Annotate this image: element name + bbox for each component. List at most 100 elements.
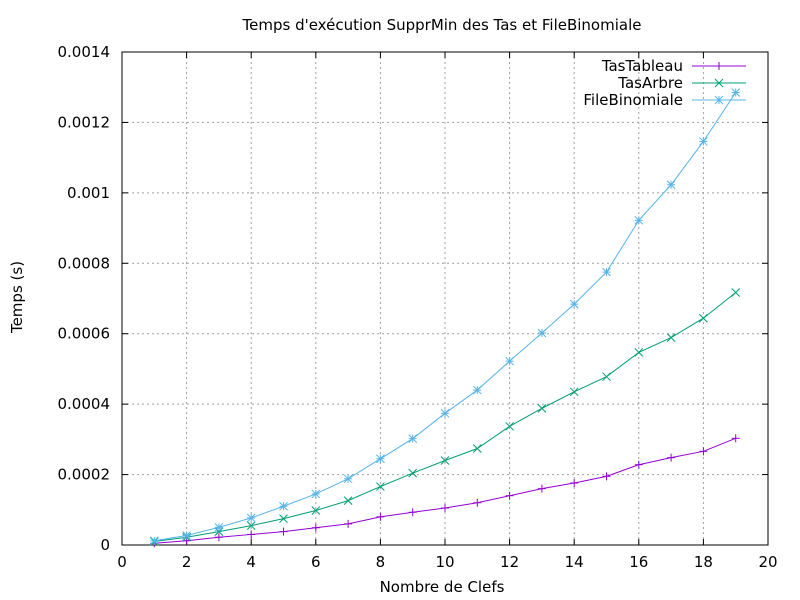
y-tick-label: 0.0014: [58, 43, 111, 61]
x-tick-label: 2: [182, 553, 192, 571]
data-point: [376, 482, 385, 491]
marker-stroke: [246, 521, 256, 530]
data-point: [634, 215, 644, 225]
marker-stroke: [569, 387, 579, 397]
grid: [122, 52, 768, 545]
data-point: [311, 523, 320, 532]
y-tick-label: 0.0002: [58, 466, 111, 484]
x-tick-label: 6: [311, 553, 321, 571]
data-point: [343, 496, 353, 505]
marker-stroke: [634, 215, 644, 225]
data-point: [537, 484, 546, 493]
marker-stroke: [343, 474, 353, 484]
data-point: [731, 88, 741, 97]
chart-title: Temps d'exécution SupprMin des Tas et Fi…: [242, 16, 642, 34]
x-axis-label: Nombre de Clefs: [380, 578, 505, 596]
y-tick-label: 0.0012: [58, 113, 111, 131]
legend-marker-filebinomiale: [714, 95, 724, 105]
series-tasarbre: [149, 288, 741, 546]
data-point: [214, 533, 223, 542]
data-point: [408, 468, 418, 478]
marker-stroke: [472, 385, 482, 395]
data-point: [214, 527, 224, 536]
data-point: [311, 489, 321, 499]
legend-marker-tastableau: [715, 62, 723, 70]
data-point: [666, 180, 676, 190]
marker-stroke: [376, 482, 385, 491]
marker-stroke: [343, 496, 353, 505]
data-point: [279, 527, 288, 536]
y-tick-label: 0.001: [67, 184, 110, 202]
data-point: [505, 421, 514, 431]
data-point: [634, 460, 643, 469]
data-point: [408, 434, 418, 444]
marker-stroke: [214, 527, 224, 536]
data-point: [569, 299, 579, 309]
x-tick-label: 10: [435, 553, 454, 571]
marker-stroke: [714, 78, 724, 88]
data-point: [311, 506, 321, 515]
y-tick-label: 0.0006: [58, 325, 111, 343]
legend-marker-tasarbre: [714, 78, 724, 88]
data-point: [182, 531, 191, 540]
data-point: [505, 356, 514, 366]
marker-stroke: [699, 313, 708, 323]
x-tick-label: 18: [694, 553, 713, 571]
marker-stroke: [440, 456, 450, 465]
data-point: [602, 372, 611, 382]
marker-stroke: [472, 444, 482, 453]
marker-stroke: [602, 372, 611, 382]
data-point: [634, 348, 644, 357]
ticks: 0 2 4 6 8 10 12 14 16 18 20 0 0.0002 0.0004 0.0006 0.00…: [58, 43, 778, 571]
data-point: [570, 479, 579, 488]
marker-stroke: [408, 434, 418, 444]
data-point: [569, 387, 579, 397]
marker-stroke: [666, 333, 676, 342]
marker-stroke: [311, 489, 321, 499]
x-tick-label: 8: [376, 553, 386, 571]
data-point: [279, 514, 288, 523]
y-axis-label: Temps (s): [8, 261, 26, 334]
x-tick-label: 0: [117, 553, 127, 571]
data-point: [246, 513, 256, 523]
marker-stroke: [537, 328, 547, 338]
y-tick-label: 0: [100, 536, 110, 554]
data-point: [666, 333, 676, 342]
marker-stroke: [149, 536, 159, 546]
marker-stroke: [182, 531, 191, 540]
data-point: [344, 519, 353, 528]
data-point: [343, 474, 353, 484]
y-tick-label: 0.0008: [58, 254, 111, 272]
data-point: [602, 472, 611, 481]
marker-stroke: [602, 267, 611, 277]
series-layer: [149, 88, 741, 548]
x-tick-label: 20: [758, 553, 777, 571]
legend-label-tastableau: TasTableau: [601, 57, 683, 75]
marker-stroke: [699, 137, 708, 146]
marker-stroke: [376, 454, 385, 464]
data-point: [731, 434, 740, 443]
marker-stroke: [634, 348, 644, 357]
marker-stroke: [714, 95, 724, 105]
marker-stroke: [408, 468, 418, 478]
data-point: [472, 444, 482, 453]
marker-stroke: [279, 514, 288, 523]
data-point: [731, 288, 741, 297]
x-tick-label: 14: [565, 553, 584, 571]
marker-stroke: [246, 513, 256, 523]
marker-stroke: [731, 288, 741, 297]
data-point: [667, 453, 676, 462]
data-point: [473, 498, 482, 507]
marker-stroke: [537, 404, 547, 413]
series-filebinomiale: [149, 88, 741, 546]
data-point: [602, 267, 611, 277]
marker-stroke: [279, 501, 288, 511]
data-point: [376, 454, 385, 464]
marker-stroke: [505, 421, 514, 431]
data-point: [214, 523, 224, 532]
marker-stroke: [666, 180, 676, 190]
y-tick-label: 0.0004: [58, 395, 111, 413]
